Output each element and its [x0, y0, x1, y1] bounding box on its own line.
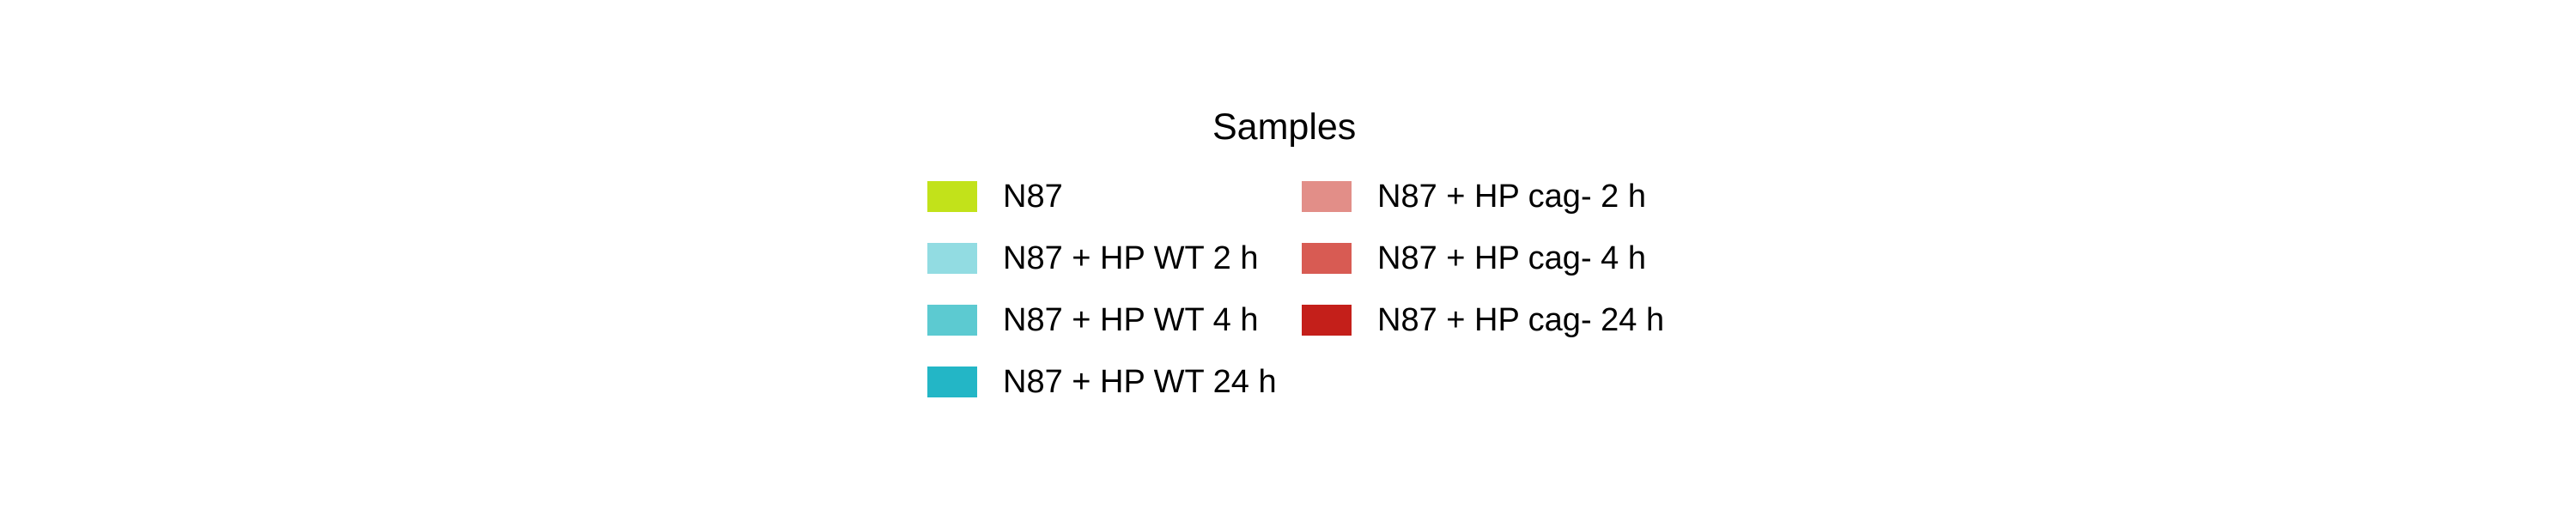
- legend-swatch: [1302, 181, 1352, 212]
- legend-swatch: [1302, 305, 1352, 336]
- legend-label: N87: [1003, 179, 1063, 215]
- legend-label: N87 + HP cag- 24 h: [1377, 302, 1665, 338]
- legend-swatch: [927, 181, 977, 212]
- legend-swatch: [927, 305, 977, 336]
- legend-label: N87 + HP WT 4 h: [1003, 302, 1259, 338]
- legend-swatch: [927, 243, 977, 274]
- legend-label: N87 + HP cag- 2 h: [1377, 179, 1646, 215]
- legend-label: N87 + HP WT 24 h: [1003, 364, 1277, 400]
- legend-swatch: [1302, 243, 1352, 274]
- legend-label: N87 + HP WT 2 h: [1003, 240, 1259, 276]
- legend-label: N87 + HP cag- 4 h: [1377, 240, 1646, 276]
- legend-title: Samples: [1212, 106, 1357, 148]
- legend-swatch: [927, 367, 977, 397]
